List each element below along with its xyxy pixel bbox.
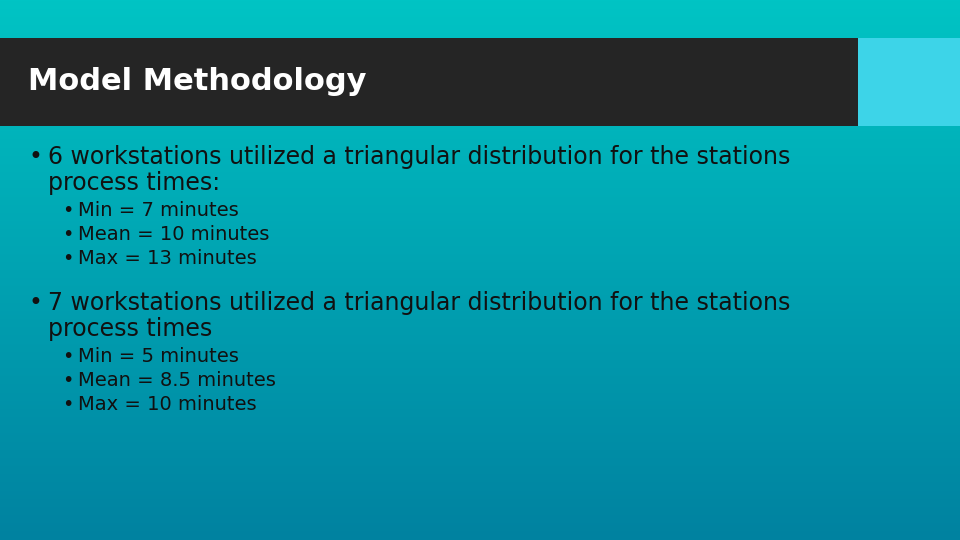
Text: •: •: [62, 249, 73, 268]
Text: Min = 5 minutes: Min = 5 minutes: [78, 347, 239, 366]
Text: Mean = 8.5 minutes: Mean = 8.5 minutes: [78, 371, 276, 390]
Text: process times:: process times:: [48, 171, 220, 195]
Text: 7 workstations utilized a triangular distribution for the stations: 7 workstations utilized a triangular dis…: [48, 291, 790, 315]
Text: Max = 13 minutes: Max = 13 minutes: [78, 249, 256, 268]
Text: Mean = 10 minutes: Mean = 10 minutes: [78, 225, 270, 244]
Text: •: •: [28, 145, 42, 169]
Text: •: •: [62, 395, 73, 414]
Text: •: •: [62, 371, 73, 390]
Bar: [858, 38, 960, 126]
Bar: [0, 38, 858, 126]
Text: Min = 7 minutes: Min = 7 minutes: [78, 201, 239, 220]
Text: •: •: [62, 225, 73, 244]
Text: •: •: [28, 291, 42, 315]
Text: •: •: [62, 201, 73, 220]
Text: •: •: [62, 347, 73, 366]
Text: 6 workstations utilized a triangular distribution for the stations: 6 workstations utilized a triangular dis…: [48, 145, 790, 169]
Text: process times: process times: [48, 317, 212, 341]
Text: Model Methodology: Model Methodology: [28, 68, 367, 97]
Text: Max = 10 minutes: Max = 10 minutes: [78, 395, 256, 414]
